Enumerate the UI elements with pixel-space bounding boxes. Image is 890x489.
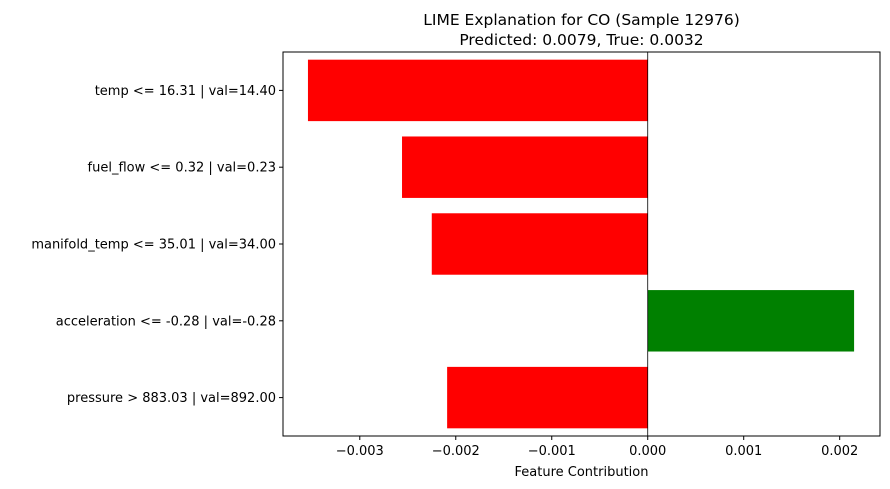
- chart-title: LIME Explanation for CO (Sample 12976): [423, 11, 740, 29]
- x-axis-label: Feature Contribution: [515, 465, 649, 480]
- chart-subtitle: Predicted: 0.0079, True: 0.0032: [459, 31, 703, 49]
- x-tick-label: 0.001: [725, 444, 762, 459]
- bars-group: [307, 59, 855, 429]
- y-tick-label: manifold_temp <= 35.01 | val=34.00: [31, 238, 276, 253]
- y-tick-label: acceleration <= -0.28 | val=-0.28: [56, 314, 276, 329]
- y-tick-label: temp <= 16.31 | val=14.40: [95, 84, 276, 99]
- x-tick-label: −0.003: [336, 444, 384, 459]
- y-tick-label: pressure > 883.03 | val=892.00: [67, 391, 276, 406]
- x-tick-label: 0.000: [629, 444, 666, 459]
- bar-0: [307, 59, 648, 122]
- bar-1: [402, 136, 648, 198]
- y-tick-label: fuel_flow <= 0.32 | val=0.23: [88, 161, 276, 176]
- bar-4: [447, 366, 648, 429]
- x-tick-label: −0.001: [528, 444, 576, 459]
- x-axis-ticks: −0.003 −0.002 −0.001 0.000 0.001 0.002: [336, 436, 858, 459]
- bar-3: [647, 290, 855, 352]
- x-tick-label: 0.002: [821, 444, 858, 459]
- y-axis-ticks: temp <= 16.31 | val=14.40 fuel_flow <= 0.…: [31, 84, 283, 406]
- bar-2: [431, 213, 648, 275]
- x-tick-label: −0.002: [432, 444, 480, 459]
